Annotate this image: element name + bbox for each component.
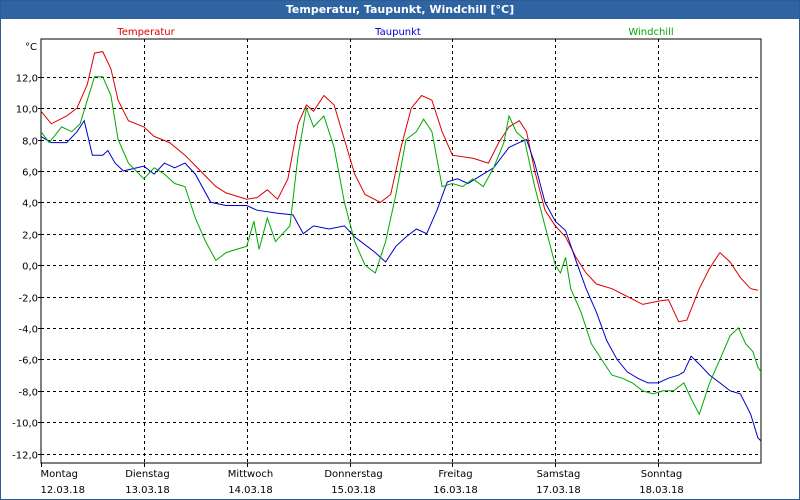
- x-tick-day: Sonntag: [641, 469, 683, 480]
- x-tick-day: Mittwoch: [228, 469, 273, 480]
- x-tick-day: Freitag: [438, 469, 472, 480]
- x-tick-date: 14.03.18: [228, 485, 273, 496]
- series-line-temperatur: [40, 51, 759, 323]
- x-tick-date: 15.03.18: [331, 485, 376, 496]
- y-tick-label: -10,0: [12, 419, 38, 430]
- x-tick-date: 16.03.18: [433, 485, 478, 496]
- x-tick-date: 13.03.18: [125, 485, 170, 496]
- y-tick-label: -8,0: [18, 388, 38, 399]
- y-tick-label: 8,0: [22, 137, 38, 148]
- y-axis-unit: °C: [25, 42, 37, 53]
- x-tick-date: 17.03.18: [536, 485, 581, 496]
- legend-label-windchill: Windchill: [628, 27, 673, 38]
- x-tick-date: 12.03.18: [41, 485, 86, 496]
- x-tick-day: Montag: [41, 469, 78, 480]
- y-tick-label: 2,0: [22, 231, 38, 242]
- plot-area: [40, 38, 762, 464]
- x-tick-day: Samstag: [537, 469, 581, 480]
- x-tick-date: 18.03.18: [639, 485, 684, 496]
- y-tick-label: -2,0: [18, 294, 38, 305]
- series-line-taupunkt: [40, 119, 762, 442]
- y-tick-label: 12,0: [16, 74, 38, 85]
- y-tick-label: -4,0: [18, 325, 38, 336]
- series-line-windchill: [40, 76, 762, 416]
- x-tick-day: Donnerstag: [324, 469, 382, 480]
- y-tick-label: -6,0: [18, 356, 38, 367]
- y-tick-label: 10,0: [16, 105, 38, 116]
- y-tick-label: 6,0: [22, 168, 38, 179]
- legend-label-taupunkt: Taupunkt: [374, 27, 421, 38]
- y-tick-label: -12,0: [12, 451, 38, 462]
- y-tick-label: 0,0: [22, 262, 38, 273]
- chart-title: Temperatur, Taupunkt, Windchill [°C]: [1, 1, 799, 19]
- x-tick-day: Dienstag: [125, 469, 170, 480]
- y-tick-label: 4,0: [22, 199, 38, 210]
- legend-label-temperatur: Temperatur: [116, 27, 175, 38]
